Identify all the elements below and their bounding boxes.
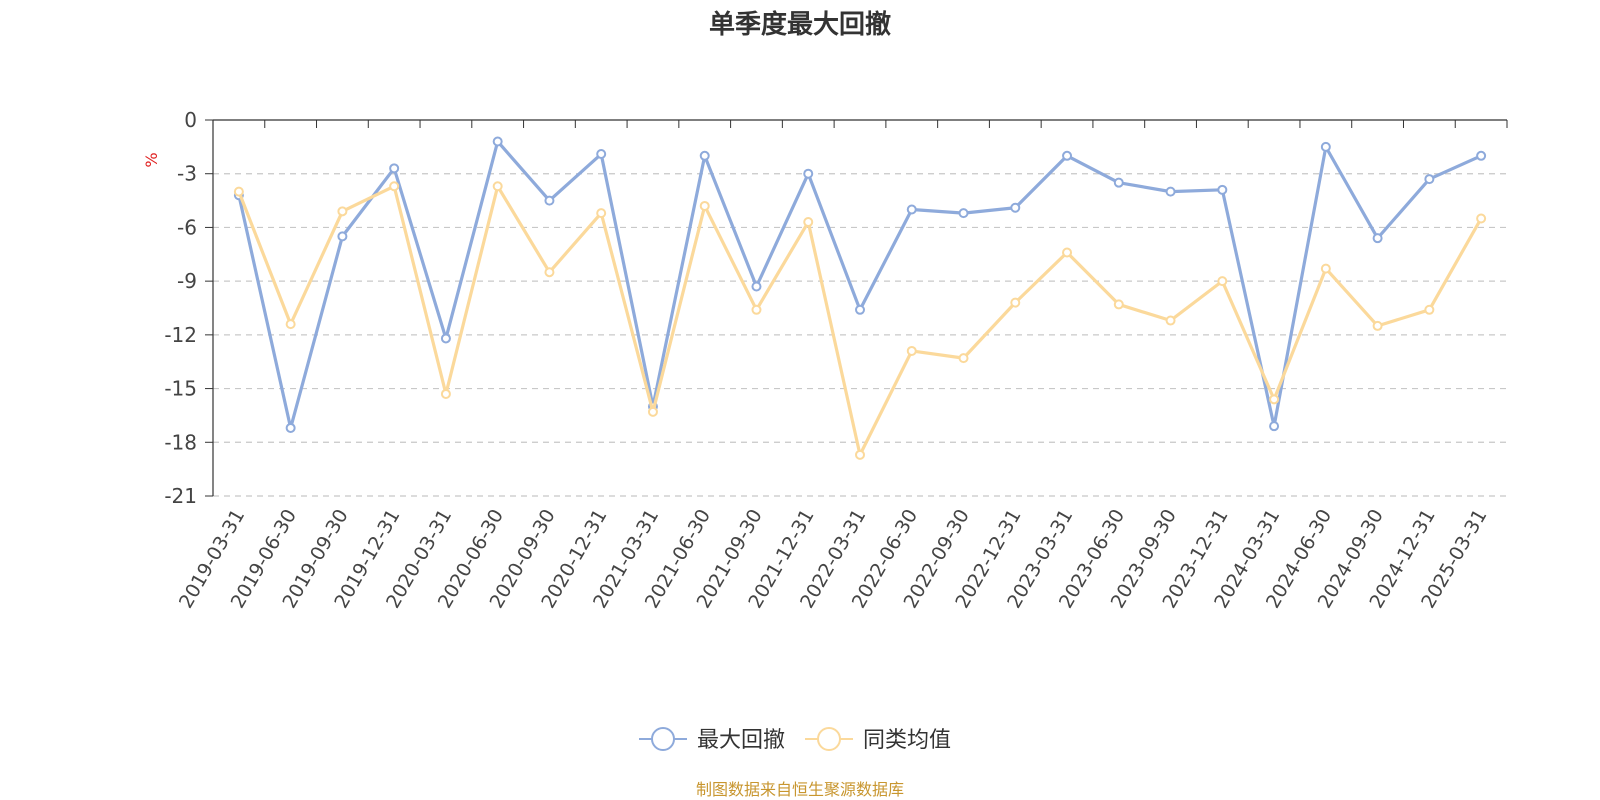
data-point <box>1372 320 1383 331</box>
data-point <box>1165 315 1176 326</box>
data-point <box>1062 150 1073 161</box>
y-tick-label: -3 <box>177 162 197 186</box>
data-point <box>544 267 555 278</box>
y-tick-label: -6 <box>177 215 197 239</box>
data-point <box>1113 299 1124 310</box>
data-point <box>492 136 503 147</box>
legend-label: 最大回撤 <box>697 728 785 753</box>
data-point <box>699 150 710 161</box>
data-point <box>440 388 451 399</box>
data-point <box>596 149 607 160</box>
data-point <box>1062 247 1073 258</box>
data-point <box>285 319 296 330</box>
chart-title: 单季度最大回撤 <box>708 10 891 40</box>
data-point <box>233 186 244 197</box>
data-point <box>492 181 503 192</box>
data-point <box>1424 174 1435 185</box>
data-point <box>803 168 814 179</box>
data-point <box>647 406 658 417</box>
legend-label: 同类均值 <box>863 728 951 753</box>
data-point <box>906 204 917 215</box>
data-point <box>906 345 917 356</box>
data-point <box>803 217 814 228</box>
y-axis-label: % <box>142 152 161 167</box>
data-point <box>389 181 400 192</box>
legend-marker <box>651 727 675 751</box>
data-point <box>751 304 762 315</box>
data-point <box>389 163 400 174</box>
y-tick-label: 0 <box>184 108 197 132</box>
data-point <box>1165 186 1176 197</box>
data-point <box>1269 421 1280 432</box>
data-point <box>958 208 969 219</box>
data-point <box>337 231 348 242</box>
data-point <box>699 200 710 211</box>
y-tick-label: -15 <box>164 377 197 401</box>
data-point <box>285 422 296 433</box>
data-point <box>1424 304 1435 315</box>
data-point <box>1320 141 1331 152</box>
data-point <box>1010 297 1021 308</box>
data-point <box>751 281 762 292</box>
data-point <box>1010 202 1021 213</box>
data-point <box>855 449 865 460</box>
data-point <box>1320 263 1331 274</box>
y-tick-label: -18 <box>164 430 197 454</box>
data-point <box>544 195 555 206</box>
data-point <box>337 206 348 217</box>
data-point <box>1372 233 1383 244</box>
data-point <box>440 333 451 344</box>
data-point <box>1217 184 1228 195</box>
y-tick-label: -12 <box>164 323 197 347</box>
data-point <box>1476 150 1487 161</box>
y-tick-label: -21 <box>164 484 197 508</box>
legend-marker <box>817 727 841 751</box>
source-note: 制图数据来自恒生聚源数据库 <box>695 780 904 799</box>
data-point <box>855 304 865 315</box>
data-point <box>1476 213 1487 224</box>
y-tick-label: -9 <box>177 269 197 293</box>
data-point <box>1269 394 1280 405</box>
series-line <box>237 139 1482 430</box>
data-point <box>958 353 969 364</box>
data-point <box>596 208 607 219</box>
data-point <box>1217 276 1228 287</box>
data-point <box>1113 177 1124 188</box>
